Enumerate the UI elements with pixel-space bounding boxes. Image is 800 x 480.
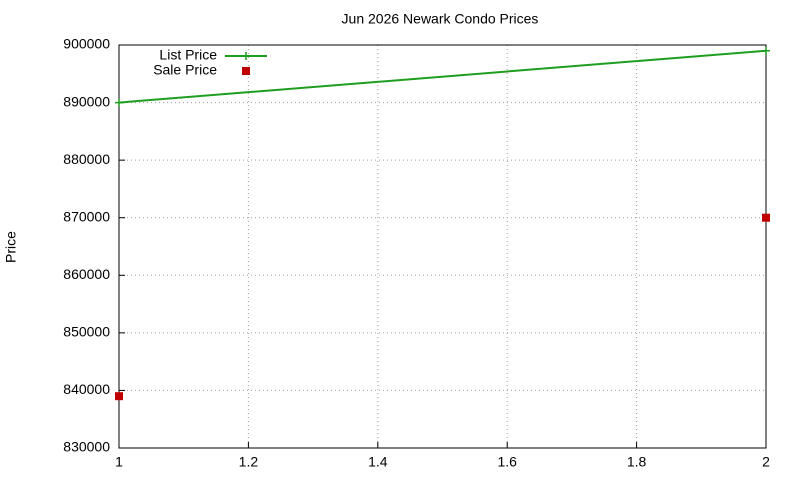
y-axis-label: Price	[3, 231, 19, 263]
x-tick-label: 1.4	[368, 454, 388, 470]
y-tick-label: 840000	[63, 381, 110, 397]
y-tick-label: 900000	[63, 36, 110, 52]
x-tick-label: 1	[115, 454, 123, 470]
legend-label: Sale Price	[153, 62, 217, 78]
point-marker	[115, 98, 123, 107]
y-tick-label: 870000	[63, 208, 110, 224]
y-tick-label: 850000	[63, 324, 110, 340]
legend-label: List Price	[159, 47, 217, 63]
point-marker	[115, 392, 123, 401]
y-tick-label: 830000	[63, 439, 110, 455]
y-tick-label: 890000	[63, 93, 110, 109]
x-tick-label: 1.6	[497, 454, 517, 470]
point-marker	[242, 67, 250, 75]
y-tick-label: 880000	[63, 151, 110, 167]
series-line	[118, 49, 767, 104]
plot-border	[118, 44, 767, 449]
point-marker	[762, 46, 770, 55]
x-tick-label: 2	[762, 454, 770, 470]
y-tick-label: 860000	[63, 266, 110, 282]
point-marker	[762, 213, 770, 222]
chart-title: Jun 2026 Newark Condo Prices	[342, 11, 539, 27]
x-tick-label: 1.2	[239, 454, 259, 470]
x-tick-label: 1.8	[627, 454, 647, 470]
point-marker	[242, 52, 250, 60]
